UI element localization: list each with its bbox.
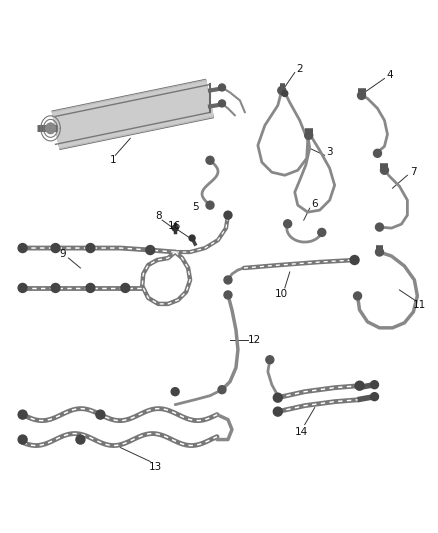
Circle shape [219, 84, 226, 91]
Circle shape [375, 223, 384, 231]
Circle shape [371, 393, 378, 401]
Circle shape [86, 284, 95, 293]
Circle shape [266, 356, 274, 364]
Circle shape [121, 284, 130, 293]
Text: 5: 5 [192, 202, 198, 212]
Text: 14: 14 [295, 426, 308, 437]
Text: 1: 1 [110, 155, 117, 165]
Circle shape [284, 220, 292, 228]
Text: 10: 10 [275, 289, 288, 299]
Circle shape [305, 131, 313, 139]
Circle shape [189, 235, 195, 241]
Text: 8: 8 [155, 211, 162, 221]
Circle shape [51, 244, 60, 253]
Circle shape [18, 284, 27, 293]
Circle shape [18, 244, 27, 253]
Circle shape [172, 225, 178, 231]
Text: 7: 7 [410, 167, 417, 177]
Text: 13: 13 [148, 463, 162, 472]
Circle shape [206, 156, 214, 164]
Circle shape [375, 248, 384, 256]
Circle shape [282, 91, 288, 96]
Circle shape [224, 276, 232, 284]
Circle shape [146, 246, 155, 255]
Text: 9: 9 [59, 249, 66, 259]
Text: 2: 2 [297, 63, 303, 74]
Circle shape [278, 86, 286, 94]
Circle shape [86, 244, 95, 253]
Circle shape [218, 386, 226, 394]
Circle shape [46, 123, 56, 133]
Circle shape [206, 201, 214, 209]
Circle shape [219, 100, 226, 107]
Text: 12: 12 [248, 335, 261, 345]
Circle shape [224, 291, 232, 299]
Circle shape [350, 255, 359, 264]
Text: 16: 16 [167, 221, 181, 231]
Circle shape [273, 407, 283, 416]
Circle shape [381, 166, 389, 174]
Circle shape [355, 381, 364, 390]
Text: 3: 3 [326, 147, 333, 157]
Circle shape [273, 393, 283, 402]
Text: 6: 6 [311, 199, 318, 209]
Circle shape [76, 435, 85, 444]
Circle shape [357, 92, 366, 100]
Circle shape [51, 284, 60, 293]
Circle shape [318, 229, 326, 237]
Circle shape [371, 381, 378, 389]
Circle shape [224, 211, 232, 219]
Circle shape [96, 410, 105, 419]
Circle shape [18, 435, 27, 444]
Text: 11: 11 [413, 300, 426, 310]
Circle shape [353, 292, 361, 300]
Text: 4: 4 [386, 69, 393, 79]
Circle shape [374, 149, 381, 157]
Circle shape [171, 387, 179, 395]
Circle shape [18, 410, 27, 419]
